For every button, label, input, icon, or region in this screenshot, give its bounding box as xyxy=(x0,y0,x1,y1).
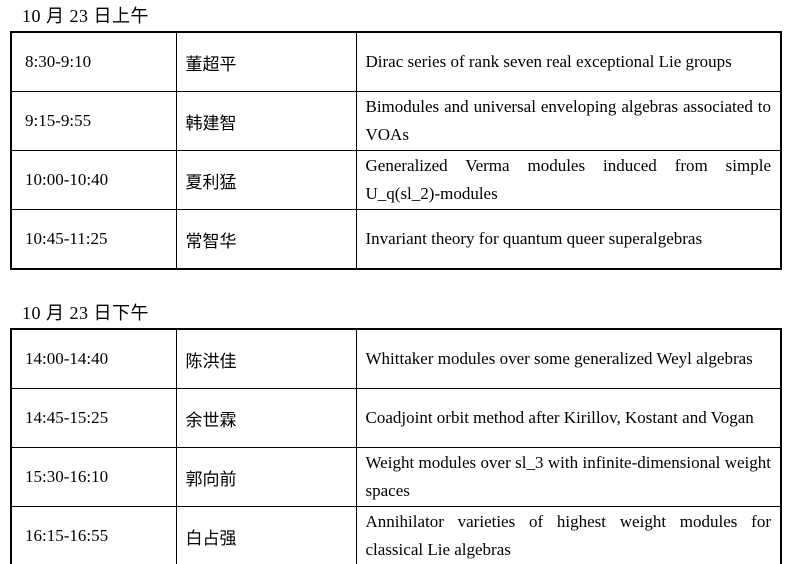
title-cell: Annihilator varieties of highest weight … xyxy=(355,506,782,564)
time-cell: 15:30-16:10 xyxy=(10,447,177,507)
table-row: 8:30-9:10 董超平 Dirac series of rank seven… xyxy=(10,31,782,92)
title-cell: Weight modules over sl_3 with infinite-d… xyxy=(355,447,782,507)
time-cell: 9:15-9:55 xyxy=(10,91,177,151)
speaker-cell: 陈洪佳 xyxy=(175,328,357,389)
speaker-cell: 董超平 xyxy=(175,31,357,92)
title-cell: Dirac series of rank seven real exceptio… xyxy=(355,31,782,92)
time-cell: 10:45-11:25 xyxy=(10,209,177,270)
time-cell: 10:00-10:40 xyxy=(10,150,177,210)
table-row: 9:15-9:55 韩建智 Bimodules and universal en… xyxy=(10,91,782,151)
table-row: 14:45-15:25 余世霖 Coadjoint orbit method a… xyxy=(10,388,782,448)
title-cell: Whittaker modules over some generalized … xyxy=(355,328,782,389)
speaker-cell: 夏利猛 xyxy=(175,150,357,210)
table-row: 15:30-16:10 郭向前 Weight modules over sl_3… xyxy=(10,447,782,507)
table-row: 14:00-14:40 陈洪佳 Whittaker modules over s… xyxy=(10,328,782,389)
morning-schedule-table: 8:30-9:10 董超平 Dirac series of rank seven… xyxy=(10,31,782,270)
title-cell: Invariant theory for quantum queer super… xyxy=(355,209,782,270)
speaker-cell: 余世霖 xyxy=(175,388,357,448)
table-row: 10:00-10:40 夏利猛 Generalized Verma module… xyxy=(10,150,782,210)
title-cell: Generalized Verma modules induced from s… xyxy=(355,150,782,210)
speaker-cell: 常智华 xyxy=(175,209,357,270)
title-cell: Bimodules and universal enveloping algeb… xyxy=(355,91,782,151)
speaker-cell: 白占强 xyxy=(175,506,357,564)
table-row: 16:15-16:55 白占强 Annihilator varieties of… xyxy=(10,506,782,564)
table-row: 10:45-11:25 常智华 Invariant theory for qua… xyxy=(10,209,782,270)
title-cell: Coadjoint orbit method after Kirillov, K… xyxy=(355,388,782,448)
afternoon-schedule-table: 14:00-14:40 陈洪佳 Whittaker modules over s… xyxy=(10,328,782,564)
session-heading-afternoon: 10 月 23 日下午 xyxy=(22,303,149,323)
session-heading-morning: 10 月 23 日上午 xyxy=(22,6,149,26)
time-cell: 16:15-16:55 xyxy=(10,506,177,564)
time-cell: 8:30-9:10 xyxy=(10,31,177,92)
speaker-cell: 韩建智 xyxy=(175,91,357,151)
speaker-cell: 郭向前 xyxy=(175,447,357,507)
time-cell: 14:00-14:40 xyxy=(10,328,177,389)
time-cell: 14:45-15:25 xyxy=(10,388,177,448)
